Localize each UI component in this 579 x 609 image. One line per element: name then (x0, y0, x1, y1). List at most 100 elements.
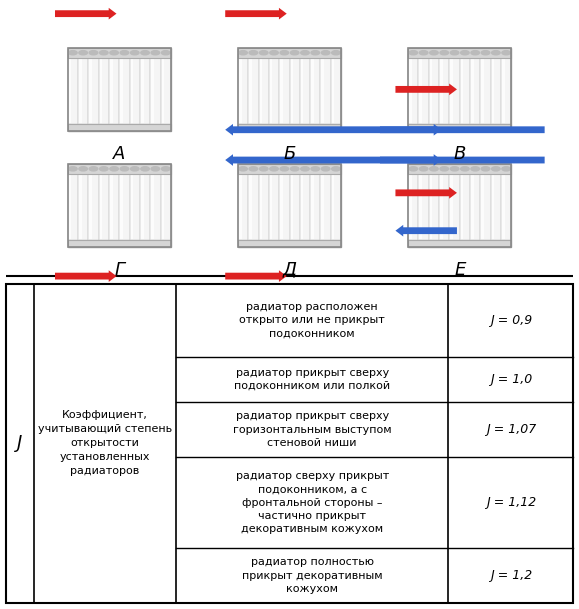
Bar (501, 171, 511, 241)
Text: Е: Е (454, 261, 466, 279)
Bar (259, 172, 262, 239)
Circle shape (120, 167, 129, 171)
Circle shape (162, 167, 170, 171)
Bar (259, 54, 269, 124)
Bar (109, 54, 119, 124)
Bar (290, 171, 300, 241)
Bar (68, 164, 171, 174)
Circle shape (68, 51, 77, 55)
Bar (492, 172, 494, 239)
Bar (279, 171, 290, 241)
Bar (409, 56, 412, 122)
Circle shape (409, 167, 417, 171)
Bar (430, 172, 433, 239)
Circle shape (332, 51, 340, 55)
Circle shape (280, 51, 288, 55)
Circle shape (430, 167, 438, 171)
Text: Д: Д (283, 261, 296, 279)
Bar (68, 164, 171, 247)
Bar (290, 54, 300, 124)
Bar (430, 56, 433, 122)
Circle shape (110, 167, 118, 171)
Bar (248, 171, 259, 241)
Text: радиатор сверху прикрыт
подоконником, а с
фронтальной стороны –
частично прикрыт: радиатор сверху прикрыт подоконником, а … (236, 471, 389, 534)
Circle shape (461, 167, 469, 171)
Bar (490, 171, 501, 241)
Circle shape (492, 51, 500, 55)
Bar (130, 54, 140, 124)
Bar (259, 56, 262, 122)
Bar (408, 48, 511, 58)
Bar (269, 54, 279, 124)
Bar (238, 164, 341, 247)
Bar (270, 172, 273, 239)
Circle shape (280, 167, 288, 171)
Bar (250, 56, 252, 122)
Circle shape (120, 51, 129, 55)
Bar (280, 56, 283, 122)
Circle shape (471, 167, 479, 171)
Bar (131, 172, 133, 239)
Bar (300, 171, 310, 241)
Bar (130, 171, 140, 241)
Bar (68, 54, 78, 124)
Bar (481, 54, 490, 124)
Bar (502, 56, 505, 122)
Bar (120, 56, 123, 122)
Bar (269, 171, 279, 241)
Circle shape (270, 51, 278, 55)
Bar (100, 56, 102, 122)
Circle shape (100, 167, 108, 171)
Circle shape (291, 51, 299, 55)
Bar (460, 54, 470, 124)
Bar (238, 48, 341, 131)
Circle shape (249, 51, 258, 55)
Bar (68, 171, 78, 241)
Text: J = 1,2: J = 1,2 (490, 569, 532, 582)
Bar (248, 54, 259, 124)
Bar (110, 172, 112, 239)
Circle shape (141, 167, 149, 171)
Bar (471, 172, 474, 239)
Circle shape (239, 167, 247, 171)
Text: радиатор полностью
прикрыт декоративным
кожухом: радиатор полностью прикрыт декоративным … (242, 557, 383, 594)
Bar (259, 171, 269, 241)
Bar (150, 171, 160, 241)
Bar (420, 56, 422, 122)
Bar (301, 56, 303, 122)
Bar (238, 241, 341, 247)
Circle shape (162, 51, 170, 55)
Bar (461, 172, 463, 239)
Bar (419, 171, 429, 241)
Bar (68, 164, 171, 247)
Bar (461, 56, 463, 122)
Bar (408, 164, 511, 174)
Text: Г: Г (114, 261, 124, 279)
Bar (429, 171, 439, 241)
Text: J = 1,0: J = 1,0 (490, 373, 532, 386)
Text: В: В (453, 145, 466, 163)
Circle shape (321, 167, 330, 171)
Bar (408, 48, 511, 131)
Bar (470, 54, 481, 124)
Circle shape (79, 167, 87, 171)
Bar (310, 54, 320, 124)
Bar (450, 172, 453, 239)
Bar (408, 171, 419, 241)
Circle shape (461, 51, 469, 55)
Circle shape (68, 167, 77, 171)
Bar (310, 171, 320, 241)
Bar (119, 171, 130, 241)
Text: J = 1,07: J = 1,07 (486, 423, 536, 436)
Bar (238, 164, 341, 174)
Bar (408, 54, 419, 124)
Circle shape (492, 167, 500, 171)
Text: Б: Б (283, 145, 296, 163)
Circle shape (151, 167, 160, 171)
Bar (481, 172, 484, 239)
Bar (291, 172, 293, 239)
Bar (140, 171, 150, 241)
Bar (408, 164, 511, 247)
Circle shape (249, 167, 258, 171)
Bar (332, 56, 335, 122)
